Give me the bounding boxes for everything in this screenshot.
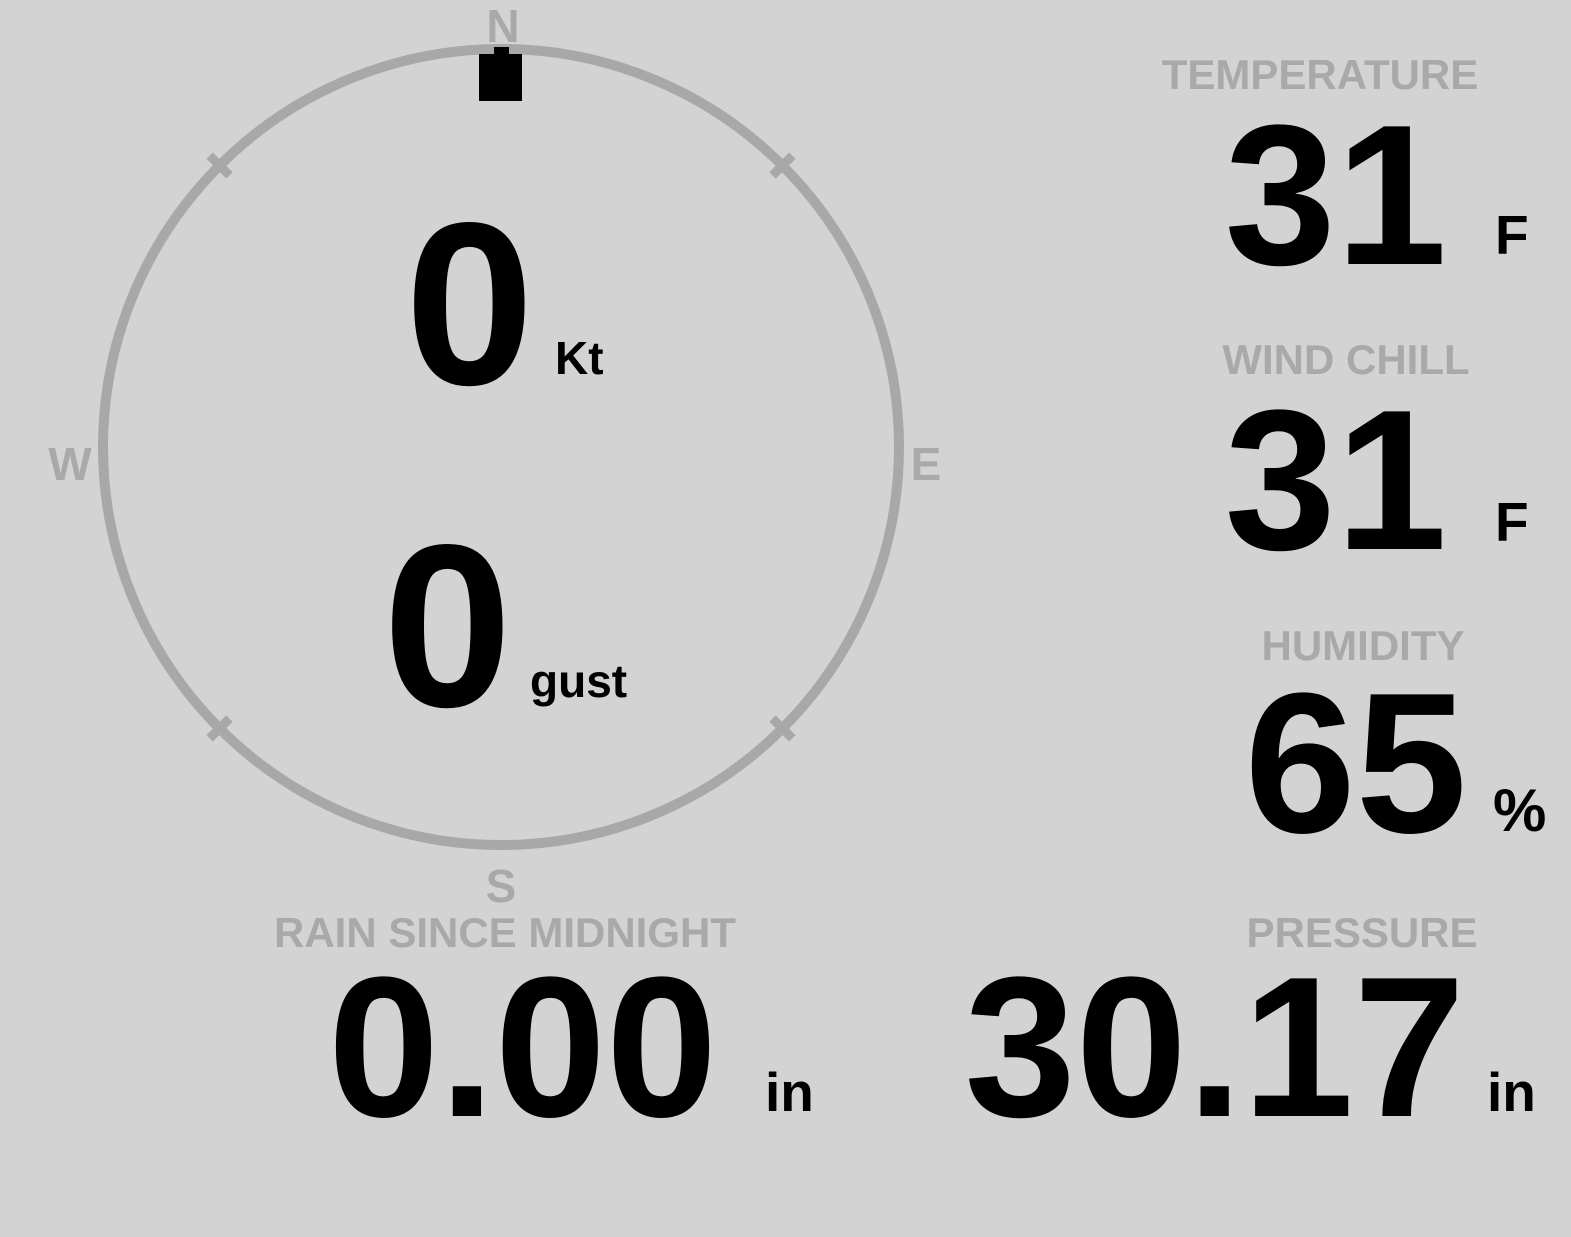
temperature-unit: F	[1495, 204, 1529, 266]
wind-direction-marker	[479, 47, 522, 101]
cardinal-east-label: E	[910, 438, 942, 490]
compass-intercardinal-ticks	[206, 152, 796, 742]
wind-chill-label: WIND CHILL	[1222, 336, 1470, 383]
cardinal-south-label: S	[485, 860, 517, 912]
wind-speed-unit: Kt	[555, 332, 604, 384]
wind-gust-unit: gust	[530, 655, 628, 707]
pressure-unit: in	[1487, 1061, 1536, 1123]
wind-chill-value: 31	[1224, 369, 1447, 592]
wind-chill-unit: F	[1495, 491, 1529, 553]
wind-gust-value: 0	[383, 497, 513, 756]
humidity-value: 65	[1244, 652, 1467, 875]
cardinal-west-label: W	[48, 438, 92, 490]
humidity-unit: %	[1493, 777, 1547, 844]
temperature-label: TEMPERATURE	[1161, 51, 1479, 98]
rain-since-midnight-unit: in	[765, 1061, 814, 1123]
rain-since-midnight-label: RAIN SINCE MIDNIGHT	[274, 909, 736, 956]
humidity-label: HUMIDITY	[1261, 622, 1465, 669]
wind-speed-value: 0	[405, 175, 535, 434]
temperature-value: 31	[1224, 84, 1447, 307]
rain-since-midnight-value: 0.00	[328, 936, 718, 1159]
pressure-label: PRESSURE	[1246, 909, 1478, 956]
pressure-value: 30.17	[964, 936, 1466, 1159]
cardinal-north-label: N	[486, 0, 520, 52]
